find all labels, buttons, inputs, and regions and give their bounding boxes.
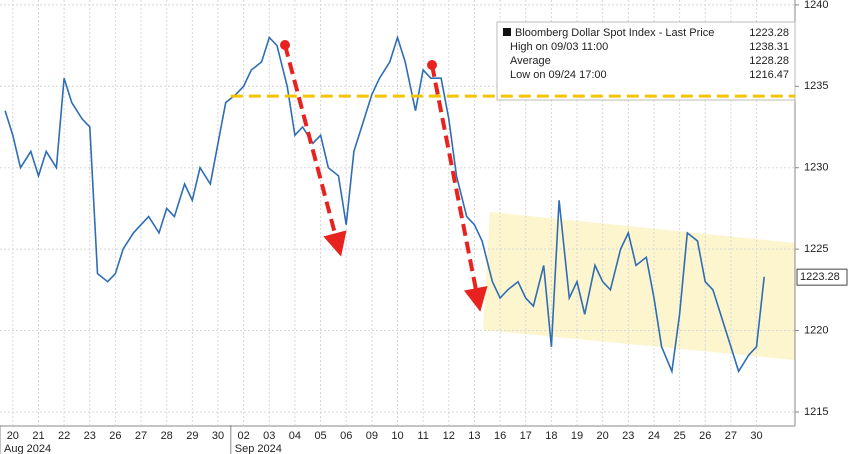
x-tick-label: 12 (443, 430, 455, 442)
x-tick-label: 30 (212, 430, 224, 442)
arrows (280, 40, 488, 312)
x-tick-label: 24 (648, 430, 660, 442)
last-price-tag (796, 268, 848, 286)
x-tick-label: 22 (58, 430, 70, 442)
y-tick-label: 1235 (804, 80, 828, 92)
x-tick-label: 28 (161, 430, 173, 442)
month-label: Aug 2024 (4, 443, 51, 454)
x-tick-label: 05 (314, 430, 326, 442)
x-tick-label: 21 (32, 430, 44, 442)
x-tick-label: 03 (263, 430, 275, 442)
month-label: Sep 2024 (235, 443, 282, 454)
price-line (4, 34, 765, 375)
x-tick-label: 27 (725, 430, 737, 442)
x-tick-label: 11 (417, 430, 428, 442)
y-tick-label: 1240 (804, 0, 828, 11)
x-tick-label: 25 (673, 430, 685, 442)
x-tick-label: 26 (699, 430, 711, 442)
x-tick-label: 26 (109, 430, 121, 442)
legend-value: 1216.47 (749, 69, 789, 81)
x-tick-label: 17 (520, 430, 532, 442)
last-price-label: 1223.28 (800, 271, 840, 283)
legend-value: 1238.31 (749, 41, 789, 53)
legend: Bloomberg Dollar Spot Index - Last Price… (496, 21, 796, 101)
legend-label: Low on 09/24 17:00 (510, 69, 607, 81)
y-tick-label: 1230 (804, 162, 828, 174)
x-tick-label: 19 (571, 430, 583, 442)
arrow (430, 64, 488, 312)
x-tick-label: 10 (391, 430, 403, 442)
x-tick-label: 30 (750, 430, 762, 442)
legend-value: 1228.28 (749, 55, 789, 67)
legend-label: Bloomberg Dollar Spot Index - Last Price (515, 27, 714, 39)
y-tick-label: 1215 (804, 406, 828, 418)
x-tick-label: 27 (135, 430, 147, 442)
y-tick-label: 1225 (804, 243, 828, 255)
x-tick-label: 20 (597, 430, 609, 442)
x-tick-label: 16 (494, 430, 506, 442)
legend-label: Average (510, 55, 551, 67)
x-tick-label: 02 (238, 430, 250, 442)
x-tick-label: 18 (545, 430, 557, 442)
x-tick-label: 04 (289, 430, 301, 442)
channel-shade (483, 212, 795, 360)
x-tick-label: 09 (366, 430, 378, 442)
legend-swatch (503, 28, 511, 36)
x-tick-label: 06 (340, 430, 352, 442)
x-tick-label: 23 (84, 430, 96, 442)
legend-label: High on 09/03 11:00 (510, 41, 608, 53)
grid (0, 0, 795, 425)
x-tick-label: 13 (468, 430, 480, 442)
series (4, 34, 765, 375)
legend-box (496, 21, 796, 101)
y-tick-label: 1220 (804, 324, 828, 336)
x-tick-label: 20 (7, 430, 19, 442)
arrow (283, 44, 347, 257)
x-tick-label: 29 (186, 430, 198, 442)
legend-value: 1223.28 (749, 27, 789, 39)
x-tick-label: 23 (622, 430, 634, 442)
